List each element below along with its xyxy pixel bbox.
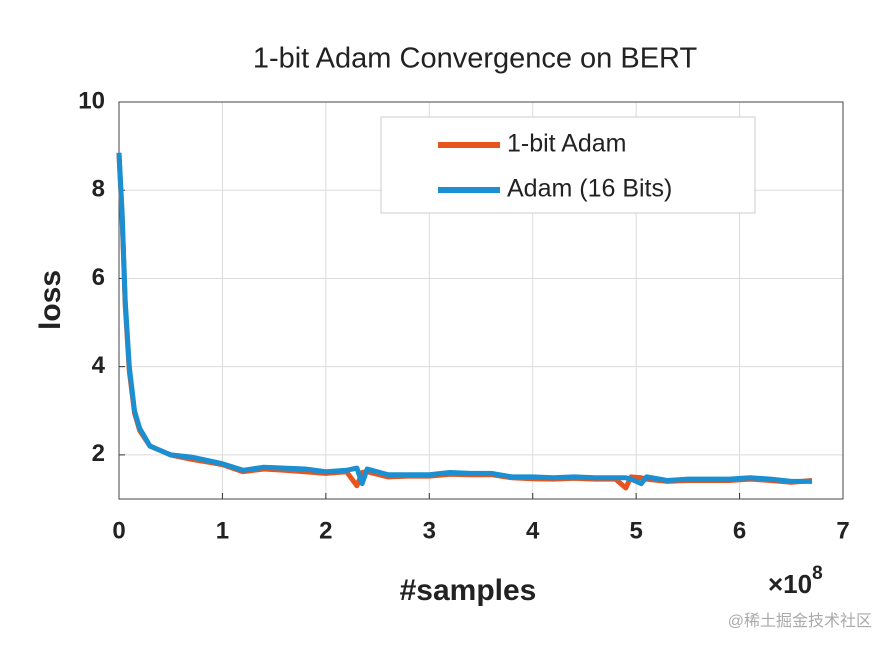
x-tick-label: 3 (423, 517, 436, 544)
y-tick-label: 10 (78, 87, 105, 114)
plot-frame (118, 101, 844, 500)
legend-box (380, 116, 756, 214)
x-tick-label: 1 (216, 517, 229, 544)
x-tick-label: 6 (733, 517, 746, 544)
y-tick-label: 6 (92, 264, 105, 291)
x-axis-label: #samples (400, 574, 537, 607)
x-scale-base: ×10 (768, 569, 812, 599)
chart-title: 1-bit Adam Convergence on BERT (253, 43, 698, 75)
x-scale-exponent: 8 (812, 563, 823, 584)
y-tick-label: 8 (92, 176, 105, 203)
y-axis-label: loss (34, 270, 67, 330)
watermark: @稀土掘金技术社区 (728, 612, 872, 630)
x-scale-label: ×108 (768, 563, 823, 599)
x-tick-label: 7 (836, 517, 849, 544)
series-line (116, 152, 812, 487)
legend: 1-bit Adam Adam (16 Bits) (380, 116, 756, 214)
legend-label: Adam (16 Bits) (507, 175, 672, 203)
x-tick-label: 4 (526, 517, 540, 544)
y-tick-label: 2 (92, 440, 105, 467)
x-tick-label: 5 (629, 517, 642, 544)
x-tick-label: 2 (319, 517, 332, 544)
legend-label: 1-bit Adam (507, 130, 627, 158)
y-tick-label: 4 (92, 352, 106, 379)
x-tick-label: 0 (112, 517, 125, 544)
